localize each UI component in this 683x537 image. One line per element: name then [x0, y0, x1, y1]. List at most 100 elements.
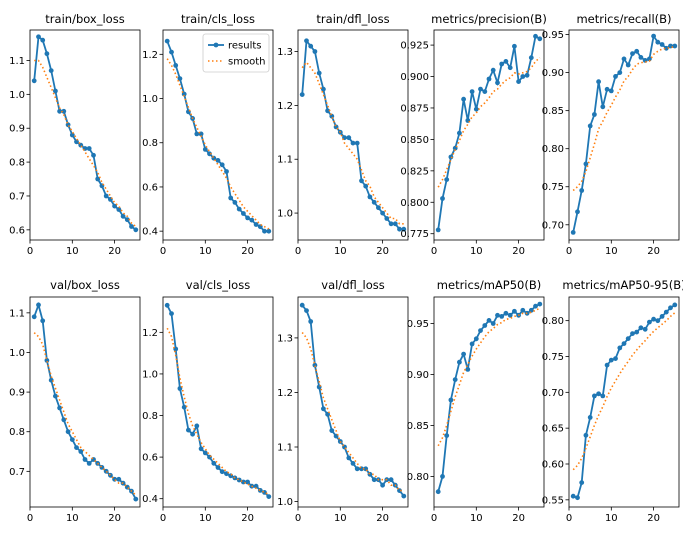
results-point [495, 312, 500, 318]
results-point [621, 56, 627, 62]
y-tick-label: 0.875 [400, 103, 429, 114]
axes-frame [162, 296, 274, 508]
results-point [435, 227, 441, 233]
y-tick-label: 0.75 [542, 352, 564, 363]
results-point [133, 227, 139, 233]
results-point [207, 454, 212, 460]
y-tick-label: 0.80 [407, 472, 429, 483]
results-point [194, 423, 200, 429]
subplot-6: val/cls_loss 0 10 20 0.4 0.6 0.8 1.0 1.2 [142, 278, 274, 524]
results-point [596, 79, 601, 85]
results-point [651, 33, 656, 39]
x-tick-label: 10 [199, 513, 212, 524]
results-point [642, 326, 648, 332]
subplot-1: train/cls_loss 0 10 20 0.4 0.6 0.8 1.0 1.2 result… [142, 12, 274, 257]
series-results-line [33, 35, 137, 231]
results-point [600, 393, 606, 399]
results-point [604, 362, 610, 368]
x-tick-label: 20 [647, 246, 660, 257]
y-tick-label: 0.925 [400, 41, 429, 52]
y-tick-label: 0.775 [400, 229, 429, 240]
x-tick-label: 20 [108, 246, 121, 257]
subplot-title: val/dfl_loss [321, 278, 384, 292]
x-tick-label: 10 [470, 513, 483, 524]
results-point [490, 321, 496, 326]
subplot-2: train/dfl_loss 0 10 20 1.0 1.1 1.2 1.3 [277, 12, 409, 257]
results-point [613, 356, 618, 361]
results-point [346, 135, 352, 141]
axes-frame [29, 29, 141, 241]
results-point [266, 494, 272, 499]
results-point [533, 303, 538, 309]
results-point [520, 307, 526, 313]
results-point [659, 42, 665, 47]
results-point [537, 36, 543, 42]
results-point [397, 226, 402, 232]
axes-frame [568, 29, 680, 241]
subplot-title: val/box_loss [50, 278, 120, 292]
results-point [116, 476, 122, 482]
axes-frame [433, 296, 545, 508]
results-point [164, 302, 170, 308]
results-point [647, 56, 652, 62]
subplot-title: val/cls_loss [186, 278, 250, 292]
results-point [371, 477, 377, 483]
results-point [537, 301, 543, 307]
results-point [308, 319, 314, 324]
results-point [86, 461, 92, 466]
x-tick-label: 0 [160, 246, 166, 257]
y-tick-label: 0.95 [407, 319, 429, 330]
results-point [507, 312, 513, 318]
x-tick-label: 10 [470, 246, 483, 257]
series-smooth-line [166, 327, 270, 496]
results-point [634, 329, 640, 335]
y-tick-label: 0.7 [9, 191, 25, 202]
series-results-line [437, 303, 541, 492]
y-tick-label: 1.1 [277, 443, 293, 454]
y-tick-label: 0.75 [542, 182, 564, 193]
results-point [617, 345, 623, 351]
y-tick-label: 0.80 [542, 144, 564, 155]
x-tick-label: 10 [334, 246, 347, 257]
results-point [57, 405, 62, 411]
results-point [579, 480, 585, 485]
results-point [367, 471, 373, 477]
results-point [621, 341, 627, 346]
x-tick-label: 20 [512, 513, 525, 524]
subplot-title: metrics/precision(B) [431, 12, 547, 26]
results-point [655, 39, 661, 45]
x-tick-label: 0 [566, 513, 572, 524]
results-point [359, 178, 364, 184]
results-point [482, 323, 488, 328]
y-tick-label: 0.80 [542, 316, 564, 327]
series-smooth-line [33, 332, 137, 496]
y-tick-label: 0.8 [9, 158, 25, 169]
series-results-line [572, 33, 675, 233]
results-point [444, 177, 450, 183]
y-tick-label: 0.6 [9, 225, 25, 236]
results-point [245, 479, 251, 485]
results-point [608, 88, 614, 94]
results-point [299, 302, 305, 308]
results-point [133, 496, 139, 502]
results-point [457, 359, 462, 365]
results-point [169, 311, 174, 316]
results-point [207, 151, 212, 157]
results-point [516, 79, 521, 84]
results-point [579, 188, 585, 193]
legend-results-marker [213, 42, 219, 48]
results-point [108, 472, 113, 478]
series-results-line [301, 304, 405, 497]
y-tick-label: 1.0 [277, 497, 293, 508]
subplot-3: metrics/precision(B) 0 10 20 0.775 0.800 0.825… [400, 12, 546, 257]
results-point [617, 70, 623, 75]
y-tick-label: 0.4 [142, 494, 158, 505]
results-point [575, 209, 580, 215]
results-point [91, 152, 96, 158]
results-point [482, 89, 488, 94]
results-point [401, 493, 407, 499]
y-tick-label: 1.1 [277, 155, 293, 166]
results-point [194, 131, 200, 137]
results-point [61, 417, 67, 423]
x-tick-label: 0 [431, 246, 437, 257]
